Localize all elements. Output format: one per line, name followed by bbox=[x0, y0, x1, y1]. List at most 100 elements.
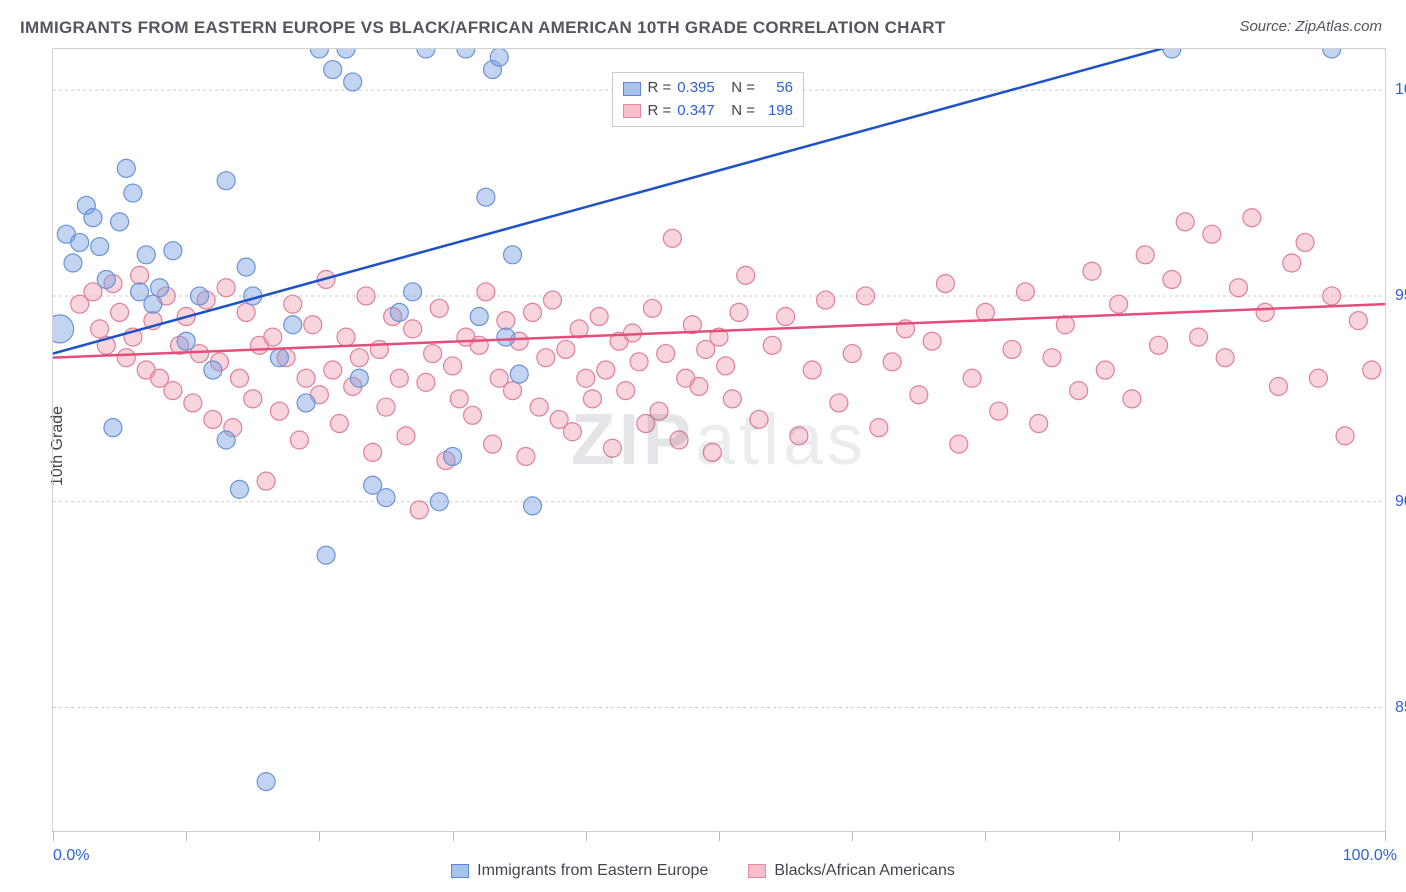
data-point bbox=[1363, 361, 1381, 379]
data-point bbox=[230, 480, 248, 498]
x-tick bbox=[186, 831, 187, 841]
legend-item: Immigrants from Eastern Europe bbox=[451, 862, 708, 880]
data-point bbox=[657, 345, 675, 363]
data-point bbox=[1136, 246, 1154, 264]
r-label: R = bbox=[647, 77, 671, 100]
data-point bbox=[1309, 369, 1327, 387]
data-point bbox=[397, 427, 415, 445]
data-point bbox=[117, 159, 135, 177]
data-point bbox=[357, 287, 375, 305]
data-point bbox=[377, 398, 395, 416]
data-point bbox=[703, 443, 721, 461]
data-point bbox=[457, 49, 475, 58]
data-point bbox=[444, 357, 462, 375]
data-point bbox=[324, 361, 342, 379]
data-point bbox=[184, 394, 202, 412]
y-tick-label: 95.0% bbox=[1395, 287, 1406, 305]
data-point bbox=[530, 398, 548, 416]
data-point bbox=[670, 431, 688, 449]
data-point bbox=[131, 266, 149, 284]
r-value: 0.395 bbox=[677, 77, 725, 100]
data-point bbox=[950, 435, 968, 453]
data-point bbox=[71, 233, 89, 251]
data-point bbox=[237, 258, 255, 276]
data-point bbox=[737, 266, 755, 284]
data-point bbox=[1243, 209, 1261, 227]
x-tick bbox=[1385, 831, 1386, 841]
data-point bbox=[497, 328, 515, 346]
data-point bbox=[470, 308, 488, 326]
data-point bbox=[337, 49, 355, 58]
data-point bbox=[603, 439, 621, 457]
data-point bbox=[830, 394, 848, 412]
data-point bbox=[350, 369, 368, 387]
data-point bbox=[164, 382, 182, 400]
data-point bbox=[464, 406, 482, 424]
data-point bbox=[537, 349, 555, 367]
legend-row: R =0.395N =56 bbox=[623, 77, 793, 100]
data-point bbox=[817, 291, 835, 309]
data-point bbox=[137, 246, 155, 264]
data-point bbox=[1269, 377, 1287, 395]
data-point bbox=[91, 238, 109, 256]
data-point bbox=[690, 377, 708, 395]
data-point bbox=[217, 172, 235, 190]
data-point bbox=[424, 345, 442, 363]
legend-label: Immigrants from Eastern Europe bbox=[477, 862, 708, 880]
data-point bbox=[490, 49, 508, 66]
data-point bbox=[111, 303, 129, 321]
data-point bbox=[417, 49, 435, 58]
data-point bbox=[563, 423, 581, 441]
scatter-plot-svg bbox=[53, 49, 1385, 831]
data-point bbox=[723, 390, 741, 408]
x-tick bbox=[586, 831, 587, 841]
data-point bbox=[544, 291, 562, 309]
data-point bbox=[217, 431, 235, 449]
data-point bbox=[803, 361, 821, 379]
legend-item: Blacks/African Americans bbox=[748, 862, 955, 880]
data-point bbox=[84, 209, 102, 227]
data-point bbox=[297, 369, 315, 387]
data-point bbox=[404, 283, 422, 301]
data-point bbox=[430, 299, 448, 317]
data-point bbox=[1150, 336, 1168, 354]
data-point bbox=[344, 73, 362, 91]
data-point bbox=[177, 332, 195, 350]
data-point bbox=[477, 188, 495, 206]
data-point bbox=[1229, 279, 1247, 297]
legend-swatch bbox=[451, 864, 469, 878]
data-point bbox=[1283, 254, 1301, 272]
x-tick bbox=[719, 831, 720, 841]
data-point bbox=[304, 316, 322, 334]
data-point bbox=[577, 369, 595, 387]
legend-label: Blacks/African Americans bbox=[774, 862, 955, 880]
data-point bbox=[717, 357, 735, 375]
data-point bbox=[390, 303, 408, 321]
data-point bbox=[730, 303, 748, 321]
data-point bbox=[1096, 361, 1114, 379]
data-point bbox=[164, 242, 182, 260]
x-tick bbox=[985, 831, 986, 841]
x-tick bbox=[53, 831, 54, 841]
data-point bbox=[64, 254, 82, 272]
data-point bbox=[144, 295, 162, 313]
data-point bbox=[430, 493, 448, 511]
n-label: N = bbox=[731, 77, 755, 100]
data-point bbox=[510, 365, 528, 383]
data-point bbox=[777, 308, 795, 326]
data-point bbox=[583, 390, 601, 408]
data-point bbox=[484, 435, 502, 453]
data-point bbox=[870, 419, 888, 437]
data-point bbox=[470, 336, 488, 354]
data-point bbox=[270, 402, 288, 420]
data-point bbox=[97, 270, 115, 288]
data-point bbox=[324, 61, 342, 79]
data-point bbox=[1296, 233, 1314, 251]
data-point bbox=[1203, 225, 1221, 243]
data-point bbox=[217, 279, 235, 297]
data-point bbox=[1176, 213, 1194, 231]
data-point bbox=[204, 361, 222, 379]
data-point bbox=[750, 410, 768, 428]
data-point bbox=[1190, 328, 1208, 346]
x-tick bbox=[453, 831, 454, 841]
